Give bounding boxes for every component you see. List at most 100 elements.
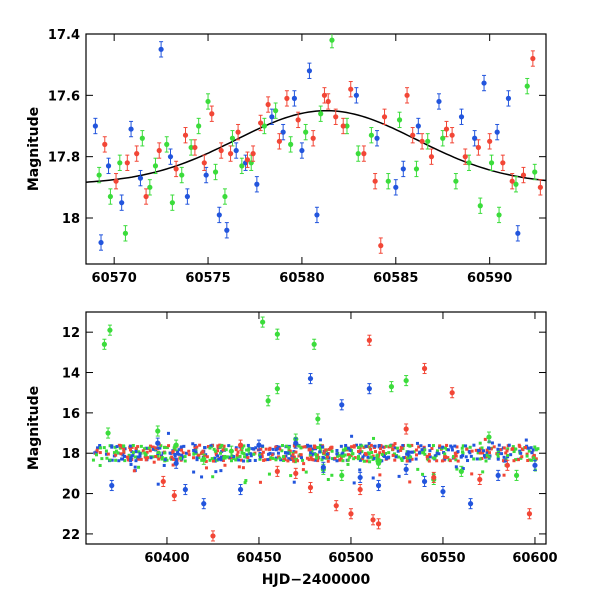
data-point [101, 341, 107, 347]
top-ytick-label: 17.6 [48, 89, 80, 104]
dense-point [172, 457, 176, 461]
dense-point [485, 448, 489, 452]
data-point [261, 123, 267, 129]
dense-point [216, 449, 220, 453]
data-point [472, 135, 478, 141]
data-point [160, 478, 166, 485]
dense-point [335, 448, 339, 452]
dense-point [231, 457, 235, 461]
bottom-xtick-label: 60450 [236, 551, 281, 566]
dense-point [114, 453, 118, 457]
dense-point [267, 472, 271, 476]
dense-point [370, 451, 374, 455]
data-point [96, 172, 102, 178]
data-point [311, 341, 317, 347]
dense-point [318, 438, 322, 442]
dense-point [294, 450, 298, 454]
dense-point [136, 457, 140, 461]
data-point [413, 166, 420, 172]
dense-point [331, 457, 335, 461]
dense-point [151, 455, 155, 459]
dense-point [145, 450, 149, 454]
top-xtick-label: 60580 [279, 271, 324, 286]
dense-point [322, 456, 326, 460]
dense-point [136, 445, 140, 449]
data-point [440, 488, 446, 495]
dense-point [409, 455, 413, 459]
dense-point [248, 459, 252, 463]
dense-point [362, 459, 366, 463]
data-point [366, 386, 372, 392]
data-point [385, 178, 391, 184]
dense-point [304, 470, 308, 474]
data-point [227, 151, 234, 157]
data-point [201, 501, 207, 507]
dense-point [309, 451, 313, 455]
dense-point [452, 455, 456, 459]
dense-point [194, 451, 198, 455]
dense-point [501, 459, 505, 463]
dense-point [420, 448, 424, 452]
data-point [403, 466, 409, 472]
dense-point [293, 460, 297, 464]
top-panel: 60570 60575 60580 60585 6059017.417.617.818 … [26, 28, 547, 286]
dense-point [197, 456, 201, 460]
dense-point [195, 445, 199, 449]
dense-point [378, 447, 382, 451]
data-point [355, 151, 361, 157]
dense-point [163, 451, 167, 455]
dense-point [131, 451, 135, 455]
dense-point [512, 450, 516, 454]
dense-point [271, 456, 275, 460]
dense-point [147, 446, 151, 450]
data-point [205, 98, 211, 105]
dense-point [163, 458, 167, 462]
top-ytick-label: 17.4 [48, 28, 80, 43]
data-point [92, 123, 98, 129]
dense-point [221, 458, 225, 462]
dense-point [258, 451, 262, 455]
dense-point [320, 458, 324, 462]
dense-point [480, 446, 484, 450]
data-point [467, 501, 474, 507]
dense-point [183, 455, 187, 459]
dense-point [487, 446, 491, 450]
dense-point [295, 457, 299, 461]
data-point [436, 98, 442, 105]
dense-point [343, 453, 347, 457]
dense-point [504, 451, 508, 455]
dense-point [474, 448, 478, 452]
dense-point [249, 454, 253, 458]
data-point [250, 151, 256, 157]
dense-point [129, 462, 133, 466]
dense-point [243, 481, 247, 485]
bottom-xlabel: HJD−2400000 [262, 572, 371, 588]
bottom-plot-frame [85, 311, 547, 545]
dense-point [291, 453, 295, 457]
dense-point [377, 444, 381, 448]
data-point [152, 163, 159, 169]
dense-point [450, 448, 454, 452]
data-point [307, 484, 314, 491]
data-point [530, 55, 536, 62]
dense-point [106, 452, 110, 456]
dense-point [238, 454, 242, 458]
dense-point [478, 457, 482, 461]
dense-point [141, 449, 145, 453]
dense-point [165, 446, 169, 450]
dense-point [368, 445, 372, 449]
dense-point [443, 446, 447, 450]
dense-point [258, 457, 262, 461]
dense-point [131, 443, 135, 447]
dense-point [244, 479, 248, 483]
data-point [107, 193, 114, 200]
dense-point [406, 452, 410, 456]
dense-point [335, 452, 339, 456]
dense-point [322, 451, 326, 455]
dense-point [376, 458, 380, 462]
dense-point [261, 450, 265, 454]
dense-point [410, 443, 414, 447]
dense-point [134, 446, 138, 450]
dense-point [320, 445, 324, 449]
dense-point [355, 443, 359, 447]
